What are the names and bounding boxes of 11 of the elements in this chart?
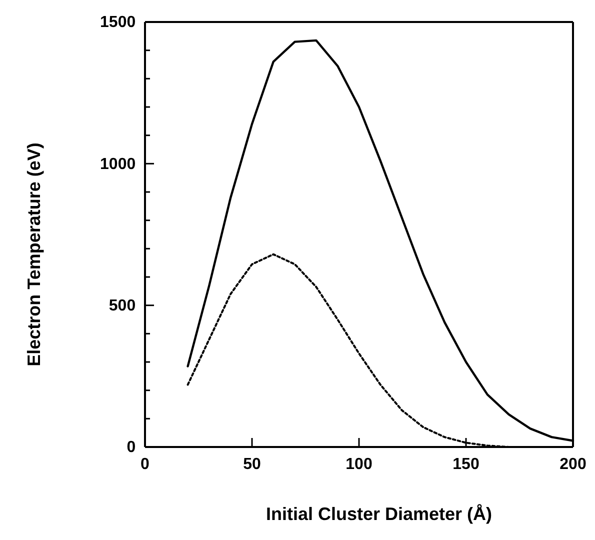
y-tick-label: 1000	[100, 156, 136, 173]
x-tick-label: 0	[140, 456, 150, 474]
x-axis-title: Initial Cluster Diameter (Å)	[266, 504, 492, 524]
x-tick-label: 100	[346, 456, 372, 474]
y-tick-label: 1500	[100, 14, 136, 32]
y-tick-label: 0	[126, 439, 136, 456]
x-tick-label: 200	[560, 456, 586, 474]
x-tick-label: 150	[452, 456, 480, 474]
y-tick-label: 500	[108, 297, 136, 314]
y-axis-title: Electron Temperature (eV)	[24, 142, 44, 366]
x-tick-label: 50	[243, 456, 261, 474]
